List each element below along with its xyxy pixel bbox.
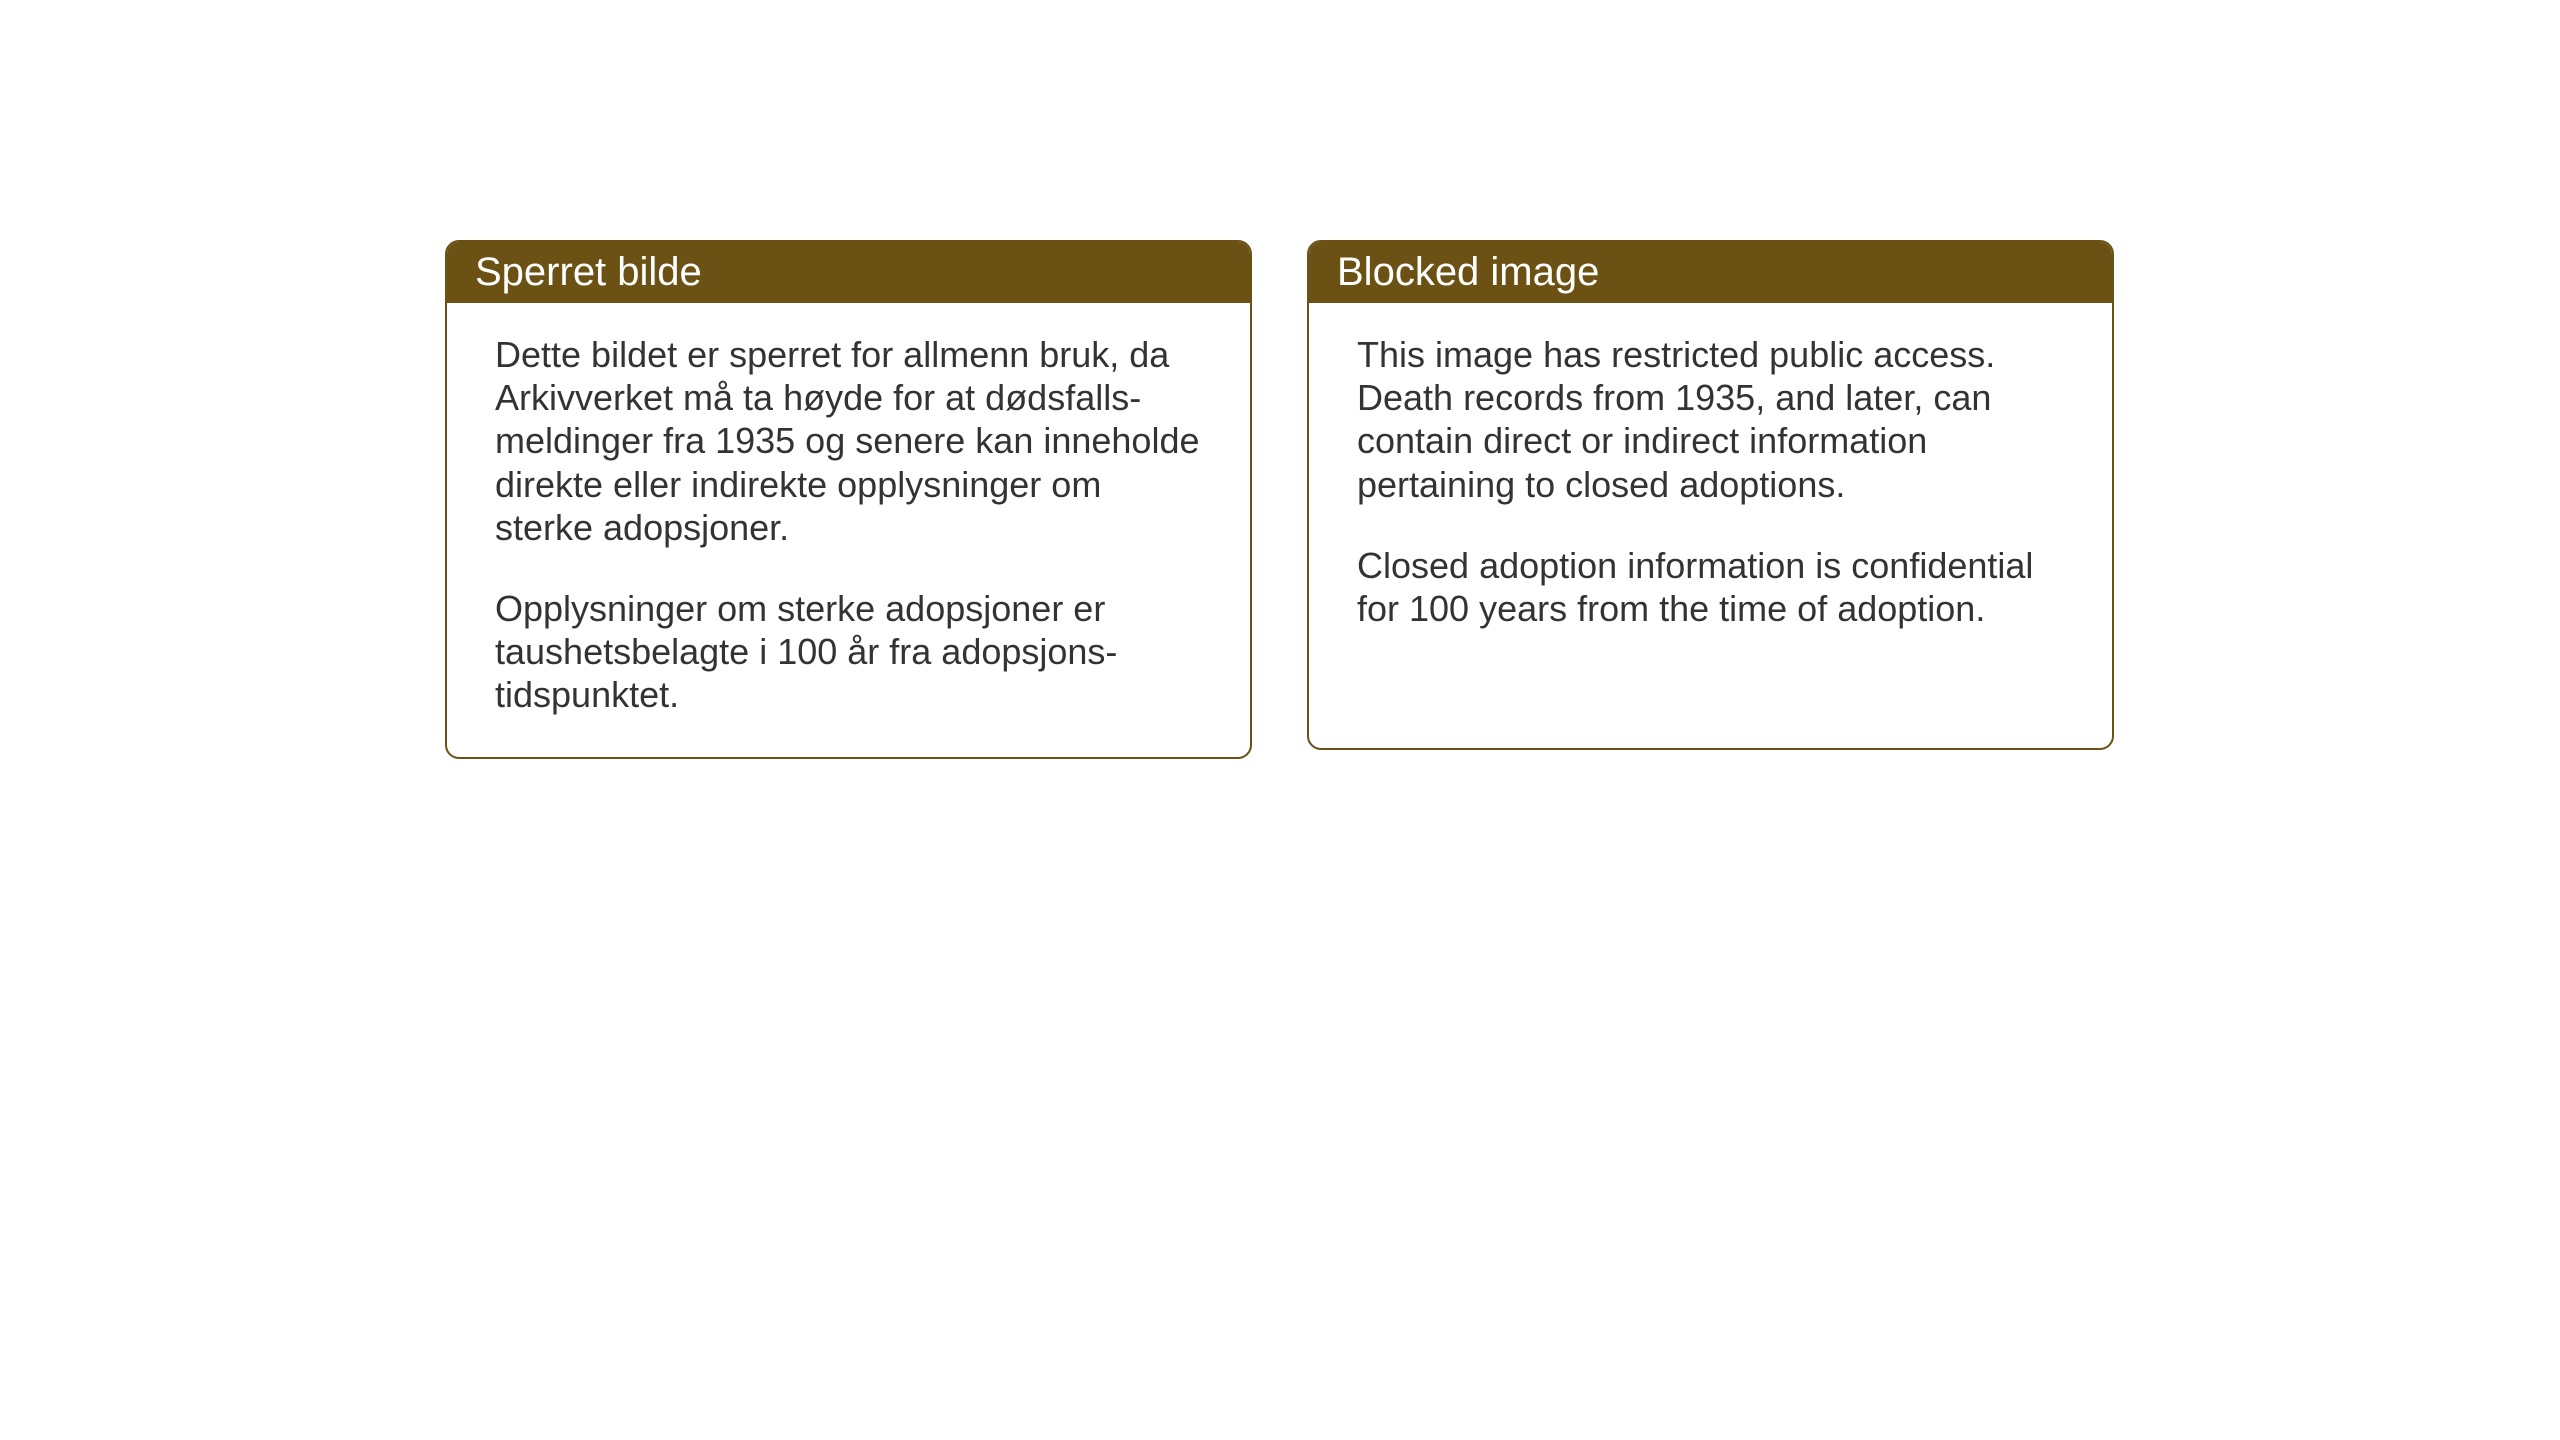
notice-title-english: Blocked image (1337, 250, 1599, 294)
notice-box-english: Blocked image This image has restricted … (1307, 240, 2114, 750)
notice-header-english: Blocked image (1309, 242, 2112, 303)
notice-header-norwegian: Sperret bilde (447, 242, 1250, 303)
notice-container: Sperret bilde Dette bildet er sperret fo… (445, 240, 2114, 759)
notice-paragraph-1-english: This image has restricted public access.… (1357, 333, 2064, 506)
notice-box-norwegian: Sperret bilde Dette bildet er sperret fo… (445, 240, 1252, 759)
notice-body-norwegian: Dette bildet er sperret for allmenn bruk… (447, 303, 1250, 757)
notice-title-norwegian: Sperret bilde (475, 250, 702, 294)
notice-paragraph-2-norwegian: Opplysninger om sterke adopsjoner er tau… (495, 587, 1202, 717)
notice-paragraph-2-english: Closed adoption information is confident… (1357, 544, 2064, 630)
notice-paragraph-1-norwegian: Dette bildet er sperret for allmenn bruk… (495, 333, 1202, 549)
notice-body-english: This image has restricted public access.… (1309, 303, 2112, 670)
